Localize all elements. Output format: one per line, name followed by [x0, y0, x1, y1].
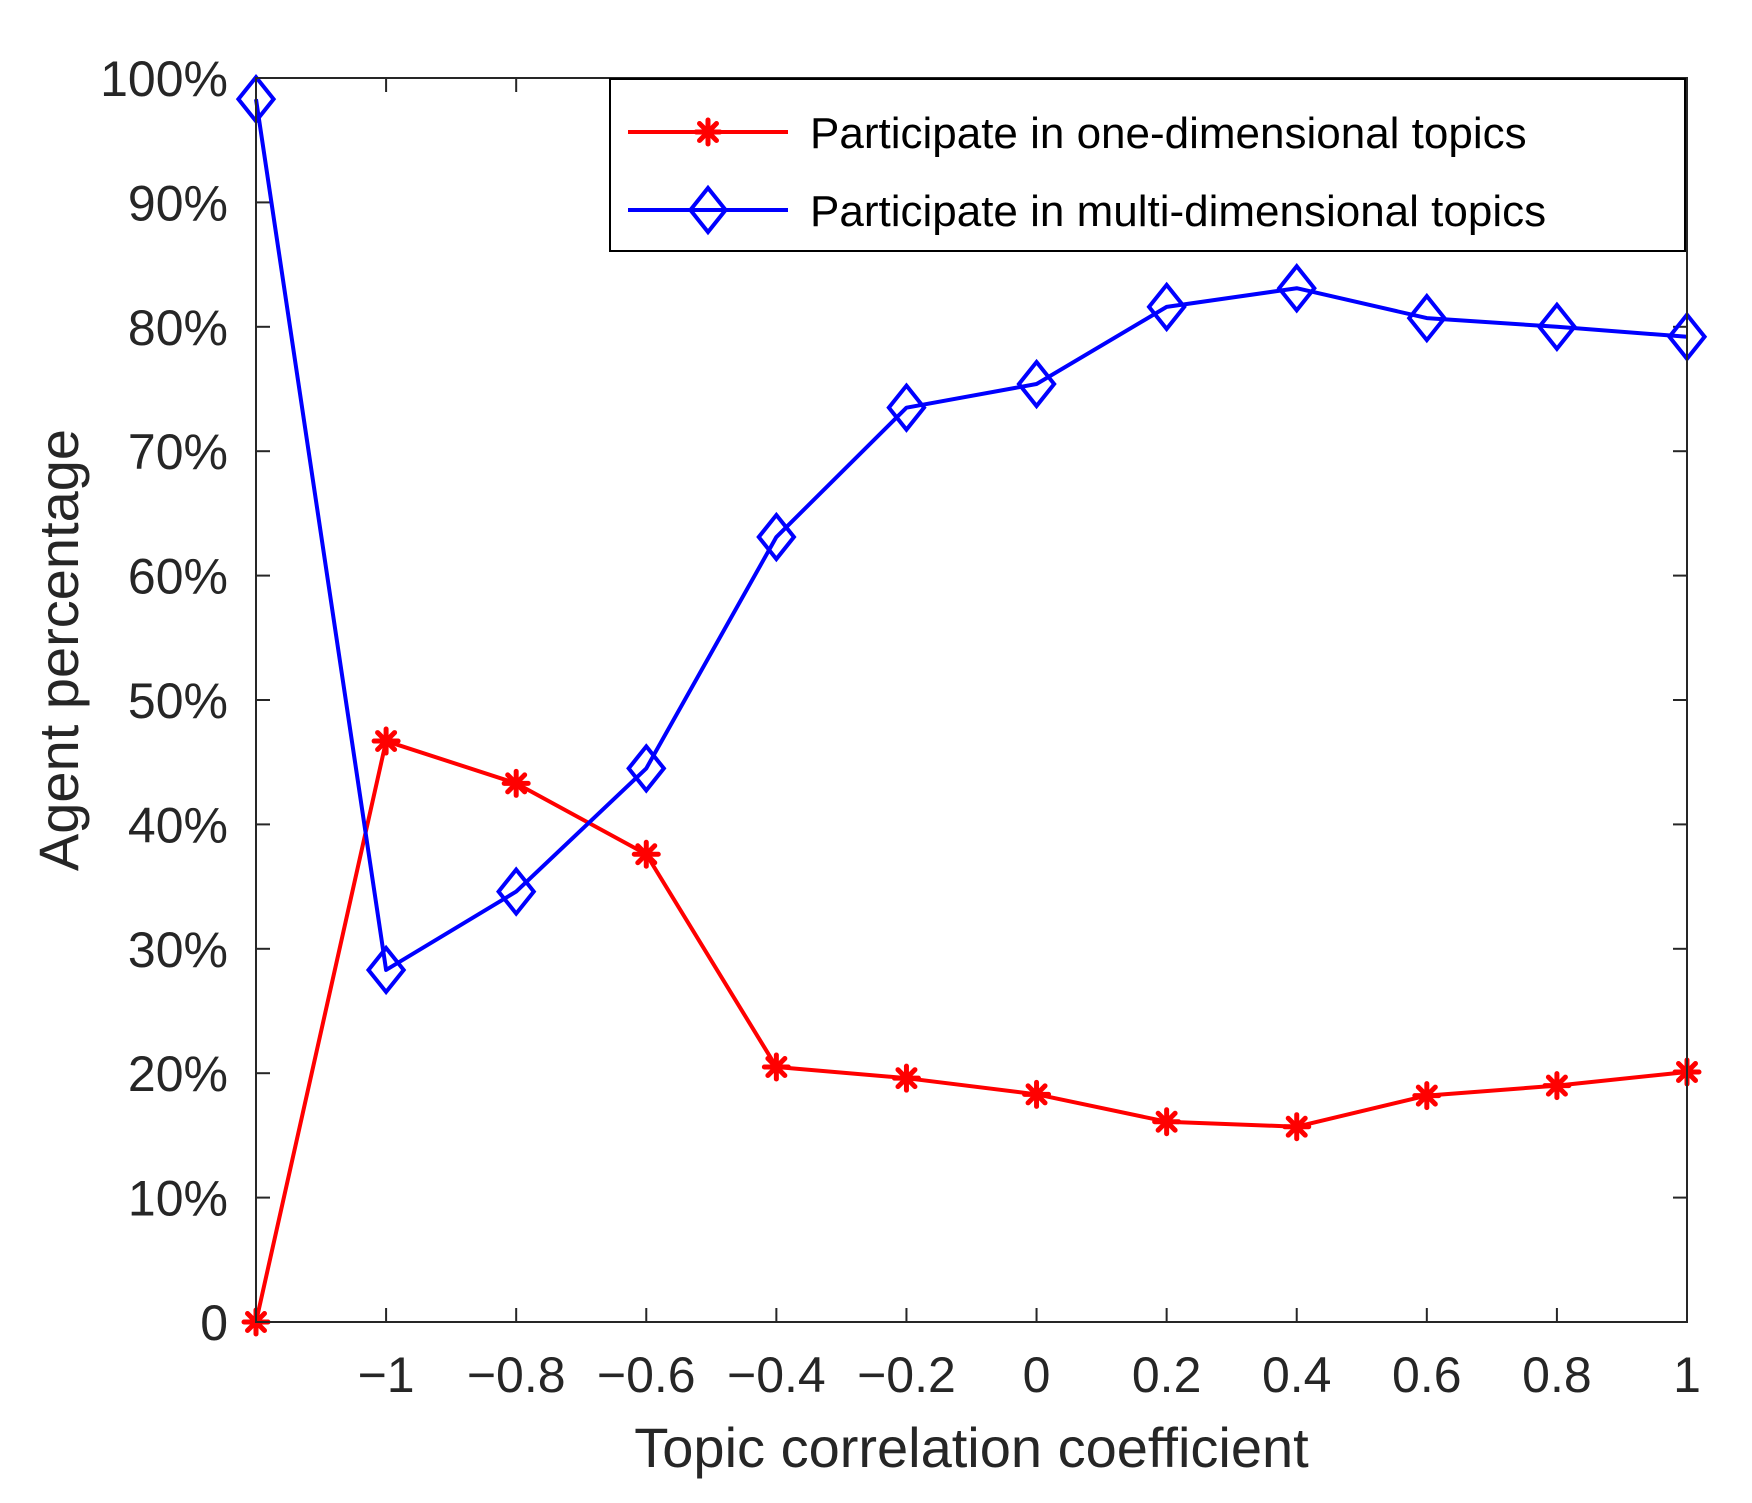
- series-line-0: [254, 739, 1688, 1323]
- y-tick-label: 30%: [128, 922, 228, 978]
- legend-label-multi-dimensional: Participate in multi-dimensional topics: [810, 187, 1546, 236]
- legend: Participate in one-dimensional topics Pa…: [609, 78, 1686, 252]
- data-point-1: [886, 382, 927, 433]
- data-point-1: [1016, 358, 1057, 410]
- data-point-0: [1282, 1112, 1312, 1142]
- y-tick-label: 80%: [128, 300, 228, 356]
- legend-box: [609, 78, 1686, 252]
- series-line-1: [254, 98, 1688, 972]
- x-tick-label: 0.4: [1262, 1347, 1332, 1403]
- data-point-1: [1536, 301, 1578, 353]
- data-point-1: [1146, 281, 1187, 333]
- x-tick-label: −0.2: [857, 1347, 956, 1403]
- data-point-0: [1542, 1071, 1572, 1101]
- data-point-1: [1406, 292, 1447, 344]
- data-point-0: [1022, 1079, 1052, 1109]
- data-point-0: [1412, 1081, 1442, 1111]
- x-tick-label: 0: [1023, 1347, 1051, 1403]
- data-point-1: [626, 743, 667, 794]
- y-axis-title: Agent percentage: [27, 429, 90, 871]
- legend-label-one-dimensional: Participate in one-dimensional topics: [810, 109, 1527, 158]
- x-tick-label: −1: [358, 1347, 415, 1403]
- data-point-1: [756, 511, 797, 563]
- y-tick-label: 100%: [100, 51, 228, 107]
- data-point-0: [1152, 1107, 1182, 1137]
- data-point-0: [761, 1052, 791, 1082]
- data-point-0: [631, 839, 661, 869]
- legend-marker-one-dimensional: [693, 117, 723, 147]
- data-point-1: [365, 944, 407, 996]
- x-tick-label: 0.2: [1132, 1347, 1202, 1403]
- legend-marker-multi-dimensional: [687, 184, 729, 236]
- y-tick-label: 20%: [128, 1046, 228, 1102]
- y-tick-label: 50%: [128, 673, 228, 729]
- y-tick-label: 0: [200, 1295, 228, 1351]
- y-tick-label: 40%: [128, 797, 228, 853]
- x-tick-label: −0.4: [727, 1347, 826, 1403]
- x-tick-label: 1: [1673, 1347, 1701, 1403]
- data-point-1: [496, 866, 537, 917]
- axis-ticks: −1 −0.8 −0.6 −0.4 −0.2 0 0.2 0.4 0.6 0.8 1 0 10% 20% 3…: [100, 51, 1701, 1403]
- y-tick-label: 10%: [128, 1171, 228, 1227]
- y-tick-label: 60%: [128, 549, 228, 605]
- series-layer: [235, 73, 1708, 1337]
- axes-box: [255, 77, 1688, 1323]
- y-tick-label: 70%: [128, 424, 228, 480]
- x-tick-label: 0.6: [1392, 1347, 1462, 1403]
- x-tick-label: −0.8: [467, 1347, 566, 1403]
- data-point-0: [501, 768, 531, 798]
- y-tick-label: 90%: [128, 175, 228, 231]
- x-tick-label: −0.6: [597, 1347, 696, 1403]
- x-axis-title: Topic correlation coefficient: [634, 1416, 1309, 1479]
- x-tick-label: 0.8: [1522, 1347, 1592, 1403]
- legend-marker-shape: [687, 184, 729, 236]
- data-point-0: [371, 726, 401, 756]
- data-point-0: [891, 1063, 921, 1093]
- data-point-1: [1276, 263, 1317, 314]
- legend-marker-shape: [693, 117, 723, 147]
